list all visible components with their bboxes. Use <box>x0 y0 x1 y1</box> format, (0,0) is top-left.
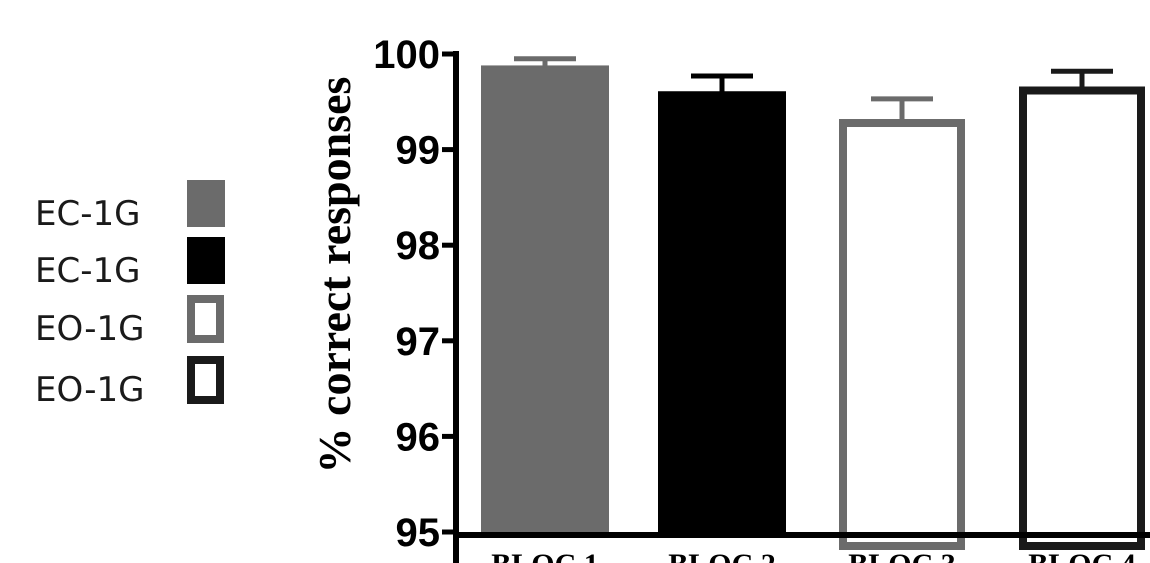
category-label-3: BLOC 3 <box>848 548 956 563</box>
error-bars <box>514 56 1113 120</box>
y-axis-title-group: % correct responses <box>309 77 360 474</box>
legend-item-2: EC-1G <box>35 237 225 291</box>
legend-swatch-1 <box>187 180 225 227</box>
legend-item-4: EO-1G <box>35 356 224 410</box>
category-label-2: BLOC 2 <box>668 548 776 563</box>
category-label-4: BLOC 4 <box>1028 548 1136 563</box>
bar-1 <box>481 65 609 533</box>
category-labels: BLOC 1 BLOC 2 BLOC 3 BLOC 4 <box>491 548 1136 563</box>
legend-item-3: EO-1G <box>35 295 224 349</box>
legend: EC-1G EC-1G EO-1G EO-1G <box>35 180 225 410</box>
category-label-1: BLOC 1 <box>491 548 599 563</box>
y-tick-label-96: 96 <box>396 415 441 459</box>
y-tick-label-95: 95 <box>396 511 441 555</box>
bar-2 <box>658 91 786 534</box>
legend-label-1: EC-1G <box>35 194 140 234</box>
y-tick-label-100: 100 <box>373 33 440 77</box>
y-axis-title: % correct responses <box>309 77 360 474</box>
legend-label-4: EO-1G <box>35 370 144 410</box>
y-tick-label-99: 99 <box>396 129 441 173</box>
bar-3 <box>839 119 965 551</box>
bar-4 <box>1019 86 1145 550</box>
legend-swatch-3 <box>187 295 224 343</box>
legend-label-3: EO-1G <box>35 309 144 349</box>
legend-item-1: EC-1G <box>35 180 225 234</box>
legend-label-2: EC-1G <box>35 251 140 291</box>
y-axis: 95 96 97 98 99 100 <box>373 33 1150 563</box>
y-tick-label-98: 98 <box>396 224 441 268</box>
legend-swatch-2 <box>187 237 225 284</box>
legend-swatch-4 <box>187 356 224 404</box>
bars <box>481 65 1145 551</box>
y-tick-label-97: 97 <box>396 320 441 364</box>
